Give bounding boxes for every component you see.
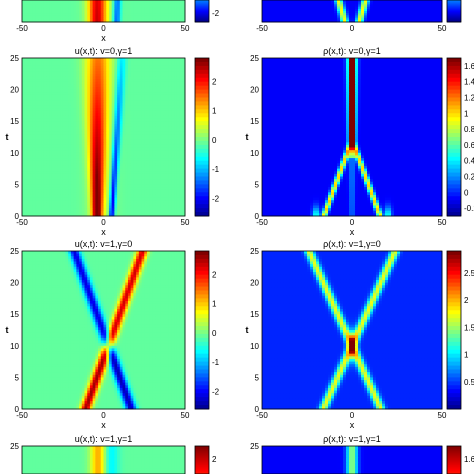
heatmap-panel-1 xyxy=(262,0,461,23)
x-tick-label: -50 xyxy=(16,24,28,33)
heatmap-panel-0 xyxy=(22,0,209,23)
x-tick-label: -50 xyxy=(256,24,268,33)
colorbar-tick-label: -2 xyxy=(212,9,220,18)
heatmap-panel-2 xyxy=(22,58,209,217)
x-axis-label: x xyxy=(101,33,106,43)
x-tick-label: 50 xyxy=(181,24,190,33)
x-tick-label: 50 xyxy=(438,24,447,33)
x-tick-label: 0 xyxy=(350,24,355,33)
x-tick-label: 0 xyxy=(101,24,106,33)
